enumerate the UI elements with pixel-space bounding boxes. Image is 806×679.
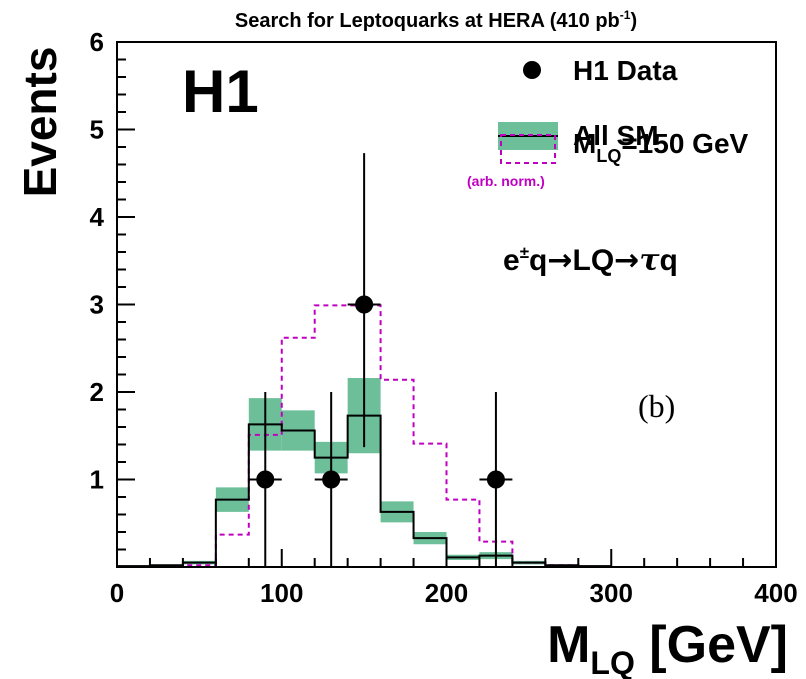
y-tick-label: 4 bbox=[90, 202, 105, 232]
chart-title-main: Search for Leptoquarks at HERA (410 pb bbox=[235, 10, 620, 32]
process-arrow2: → bbox=[614, 243, 639, 278]
legend: H1 Data All SM MLQ=150 GeV (arb. norm.) bbox=[467, 55, 749, 189]
process-e: e bbox=[503, 244, 520, 277]
legend-signal-label-end: =150 GeV bbox=[621, 128, 748, 159]
legend-signal-label-sub: LQ bbox=[596, 146, 621, 166]
chart-title-end: ) bbox=[630, 10, 637, 32]
y-tick-label: 2 bbox=[90, 377, 104, 407]
x-axis-label-main: M bbox=[547, 616, 590, 674]
y-tick-label: 3 bbox=[90, 290, 104, 320]
x-tick-label: 300 bbox=[590, 578, 633, 608]
y-tick-label: 1 bbox=[90, 465, 104, 495]
y-tick-label: 5 bbox=[90, 115, 104, 145]
process-arrow1: → bbox=[547, 243, 572, 278]
process-pm: ± bbox=[520, 243, 529, 262]
data-point bbox=[486, 470, 505, 489]
legend-signal-note: (arb. norm.) bbox=[467, 173, 545, 189]
process-q1: q bbox=[529, 244, 547, 277]
chart-title: Search for Leptoquarks at HERA (410 pb-1… bbox=[235, 8, 637, 32]
y-tick-labels: 1 2 3 4 5 6 bbox=[90, 27, 105, 495]
x-axis-label-sub: LQ bbox=[590, 645, 634, 679]
y-axis-label: Events bbox=[14, 47, 66, 198]
process-q2: q bbox=[660, 244, 678, 277]
legend-data-label: H1 Data bbox=[573, 55, 678, 86]
data-point bbox=[322, 470, 341, 489]
experiment-label: H1 bbox=[182, 58, 259, 125]
data-point bbox=[355, 295, 374, 314]
legend-signal-label-main: M bbox=[573, 128, 596, 159]
x-tick-labels: 0 100 200 300 400 bbox=[110, 578, 798, 608]
x-tick-label: 400 bbox=[754, 578, 797, 608]
panel-label: (b) bbox=[638, 388, 675, 424]
x-axis-label-unit: [GeV] bbox=[635, 616, 788, 674]
data-points bbox=[248, 153, 513, 567]
process-lq: LQ bbox=[573, 244, 615, 277]
x-tick-label: 200 bbox=[425, 578, 468, 608]
legend-signal-box bbox=[500, 134, 556, 164]
chart-title-sup: -1 bbox=[620, 8, 631, 22]
x-tick-label: 0 bbox=[110, 578, 124, 608]
x-tick-label: 100 bbox=[260, 578, 303, 608]
x-axis-label: MLQ [GeV] bbox=[547, 616, 788, 679]
axes bbox=[116, 41, 777, 568]
legend-signal-label: MLQ=150 GeV bbox=[573, 128, 749, 166]
process-tau: τ bbox=[639, 243, 660, 278]
data-point bbox=[256, 470, 275, 489]
process-label: e±q→LQ→τq bbox=[503, 243, 678, 278]
legend-sm-label: All SM bbox=[573, 120, 659, 151]
legend-data-marker bbox=[523, 61, 541, 79]
y-tick-label: 6 bbox=[90, 27, 104, 57]
